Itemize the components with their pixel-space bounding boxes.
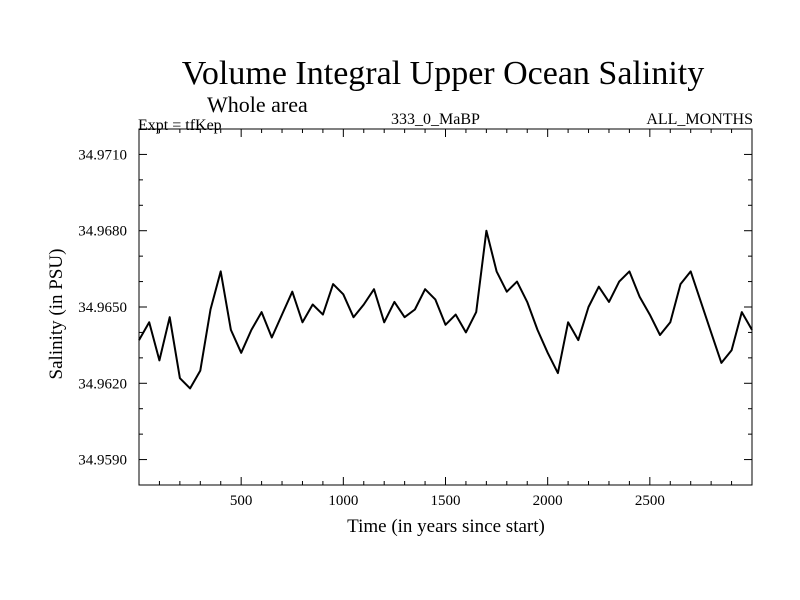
chart-title: Volume Integral Upper Ocean Salinity (181, 55, 705, 92)
x-tick-label: 2000 (533, 493, 563, 509)
series-layer (138, 229, 753, 390)
salinity-series-line (138, 229, 753, 390)
y-tick-label: 34.9710 (78, 147, 127, 163)
months-label: ALL_MONTHS (646, 111, 753, 128)
run-label: 333_0_MaBP (391, 111, 480, 128)
x-tick-label: 1000 (328, 493, 358, 509)
plot-frame (138, 128, 753, 486)
y-tick-label: 34.9590 (78, 453, 127, 469)
x-tick-label: 1500 (431, 493, 461, 509)
y-axis-label: Salinity (in PSU) (46, 249, 67, 380)
x-tick-label: 500 (230, 493, 253, 509)
y-tick-label: 34.9650 (78, 300, 127, 316)
axes: 500 1000 1500 2000 2500 34.9590 34.9620 34.9650… (78, 128, 753, 509)
x-axis-label: Time (in years since start) (347, 516, 545, 537)
y-tick-label: 34.9680 (78, 224, 127, 240)
y-tick-label: 34.9620 (78, 376, 127, 392)
chart-subtitle: Whole area (207, 92, 308, 117)
x-tick-label: 2500 (635, 493, 665, 509)
